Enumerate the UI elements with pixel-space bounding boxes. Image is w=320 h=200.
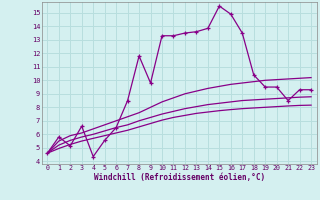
X-axis label: Windchill (Refroidissement éolien,°C): Windchill (Refroidissement éolien,°C) [94,173,265,182]
